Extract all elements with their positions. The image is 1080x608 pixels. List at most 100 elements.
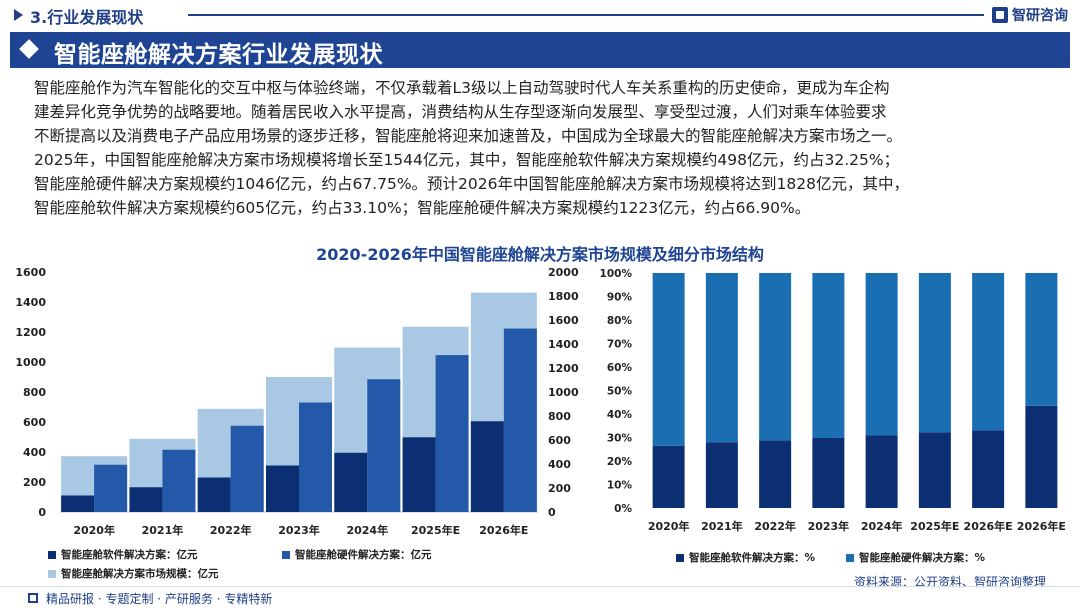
- legend-label: 智能座舱硬件解决方案：%: [859, 552, 986, 564]
- y-tick-left: 800: [23, 386, 46, 399]
- y-tick-left: 200: [23, 476, 46, 489]
- y-tick: 100%: [600, 268, 632, 280]
- legend-software: 智能座舱软件解决方案：亿元: [48, 547, 198, 562]
- bar-hardware-pct: [705, 273, 738, 443]
- legend-label: 智能座舱硬件解决方案：亿元: [295, 549, 432, 561]
- footer-icon: [28, 593, 38, 603]
- y-tick-left: 400: [23, 446, 46, 459]
- bar-hardware-pct: [812, 273, 845, 438]
- y-tick-right: 400: [548, 458, 571, 471]
- intro-paragraph: 智能座舱作为汽车智能化的交互中枢与体验终端，不仅承载着L3级以上自动驾驶时代人车…: [34, 76, 1064, 220]
- bar-hardware: [94, 464, 128, 512]
- y-tick-right: 1200: [548, 362, 579, 375]
- legend-label: 智能座舱软件解决方案：亿元: [61, 549, 198, 561]
- bar-hardware: [162, 449, 196, 512]
- x-tick-label: 2022年: [754, 519, 796, 533]
- legend-swatch: [846, 553, 854, 562]
- section-triangle-icon: [14, 9, 23, 21]
- diamond-icon: [19, 39, 39, 59]
- bar-software-pct: [865, 435, 898, 508]
- y-tick-left: 0: [38, 506, 46, 519]
- bar-software: [334, 452, 368, 512]
- y-tick: 0%: [614, 503, 632, 515]
- x-tick-label: 2021年: [701, 519, 743, 533]
- bar-hardware: [503, 328, 537, 512]
- legend-pct-hardware: 智能座舱硬件解决方案：%: [846, 550, 985, 565]
- bar-hardware: [367, 379, 401, 512]
- top-bar: 3.行业发展现状 智研咨询: [0, 0, 1080, 30]
- y-tick: 20%: [607, 456, 633, 468]
- bar-hardware-pct: [972, 273, 1005, 431]
- header-rule: [188, 14, 984, 16]
- x-tick-label: 2022年: [210, 523, 252, 537]
- x-tick-label: 2023年: [808, 519, 850, 533]
- bar-software-pct: [812, 437, 845, 508]
- bar-software-pct: [918, 432, 951, 508]
- bar-software-pct: [972, 430, 1005, 508]
- legend-swatch: [48, 569, 56, 578]
- y-tick: 30%: [607, 433, 633, 445]
- legend-pct-software: 智能座舱软件解决方案：%: [676, 550, 815, 565]
- bar-hardware-pct: [865, 273, 898, 436]
- section-title: 3.行业发展现状: [30, 8, 144, 27]
- legend-swatch: [282, 550, 290, 559]
- y-tick: 60%: [607, 362, 633, 374]
- footer: 精品研报 · 专题定制 · 产研服务 · 专精特新: [0, 586, 1080, 608]
- bar-hardware-pct: [918, 273, 951, 433]
- bar-software: [197, 477, 231, 512]
- bar-hardware: [435, 355, 469, 512]
- bar-software-pct: [1025, 405, 1058, 508]
- x-tick-label: 2020年: [73, 523, 115, 537]
- y-tick-right: 600: [548, 434, 571, 447]
- y-tick: 10%: [607, 480, 633, 492]
- y-tick-left: 1000: [15, 356, 46, 369]
- bar-software-pct: [652, 445, 685, 508]
- page-title: 智能座舱解决方案行业发展现状: [54, 42, 383, 68]
- chart-title: 2020-2026年中国智能座舱解决方案市场规模及细分市场结构: [316, 245, 764, 264]
- x-tick-label: 2023年: [278, 523, 320, 537]
- x-tick-label: 2024年: [861, 519, 903, 533]
- paragraph-line: 智能座舱软件解决方案规模约605亿元，约占33.10%；智能座舱硬件解决方案规模…: [34, 199, 811, 217]
- paragraph-line: 智能座舱作为汽车智能化的交互中枢与体验终端，不仅承载着L3级以上自动驾驶时代人车…: [34, 79, 890, 97]
- bar-hardware-pct: [759, 273, 792, 441]
- source-note: 资料来源：公开资料、智研咨询整理: [853, 575, 1046, 589]
- y-tick: 50%: [607, 386, 633, 398]
- bar-hardware: [299, 402, 332, 512]
- brand-logo-icon: [992, 7, 1008, 23]
- title-bar: 智能座舱解决方案行业发展现状: [10, 32, 1070, 68]
- paragraph-line: 智能座舱硬件解决方案规模约1046亿元，约占67.75%。预计2026年中国智能…: [34, 175, 909, 193]
- paragraph-line: 2025年，中国智能座舱解决方案市场规模将增长至1544亿元，其中，智能座舱软件…: [34, 151, 900, 169]
- y-tick: 40%: [607, 409, 633, 421]
- market-size-chart: 0 200 400 600 800 1000 1200 1400 1600 0 200 400 600 8…: [15, 266, 579, 537]
- x-tick-label: 2025年E: [910, 519, 959, 533]
- legend-hardware: 智能座舱硬件解决方案：亿元: [282, 547, 432, 562]
- legend-swatch: [48, 550, 56, 559]
- x-tick-label: 2026年E: [479, 523, 528, 537]
- bar-hardware-pct: [1025, 273, 1058, 406]
- x-tick-label: 2025年E: [411, 523, 460, 537]
- bar-hardware-pct: [652, 273, 685, 446]
- y-tick-right: 0: [548, 506, 556, 519]
- legend-total: 智能座舱解决方案市场规模：亿元: [48, 566, 219, 581]
- legend-label: 智能座舱软件解决方案：%: [689, 552, 816, 564]
- bar-software-pct: [705, 442, 738, 508]
- y-tick-left: 1600: [15, 266, 46, 279]
- y-tick-left: 600: [23, 416, 46, 429]
- bar-hardware: [230, 425, 264, 512]
- bar-software: [129, 487, 163, 512]
- y-tick: 90%: [607, 292, 633, 304]
- bar-software: [61, 495, 95, 512]
- bar-software: [266, 465, 299, 512]
- legend-swatch: [676, 553, 684, 562]
- y-tick-right: 1000: [548, 386, 579, 399]
- paragraph-line: 不断提高以及消费电子产品应用场景的逐步迁移，智能座舱将迎来加速普及，中国成为全球…: [34, 127, 903, 145]
- y-tick-right: 1600: [548, 314, 579, 327]
- x-tick-label: 2026年E: [1017, 519, 1066, 533]
- brand-name: 智研咨询: [1012, 8, 1068, 24]
- y-tick: 80%: [607, 315, 633, 327]
- y-tick-right: 1400: [548, 338, 579, 351]
- brand: 智研咨询: [992, 5, 1068, 25]
- paragraph-line: 建差异化竞争优势的战略要地。随着居民收入水平提高，消费结构从生存型逐渐向发展型、…: [34, 103, 887, 121]
- footer-text: 精品研报 · 专题定制 · 产研服务 · 专精特新: [46, 592, 273, 606]
- x-tick-label: 2026年E: [964, 519, 1013, 533]
